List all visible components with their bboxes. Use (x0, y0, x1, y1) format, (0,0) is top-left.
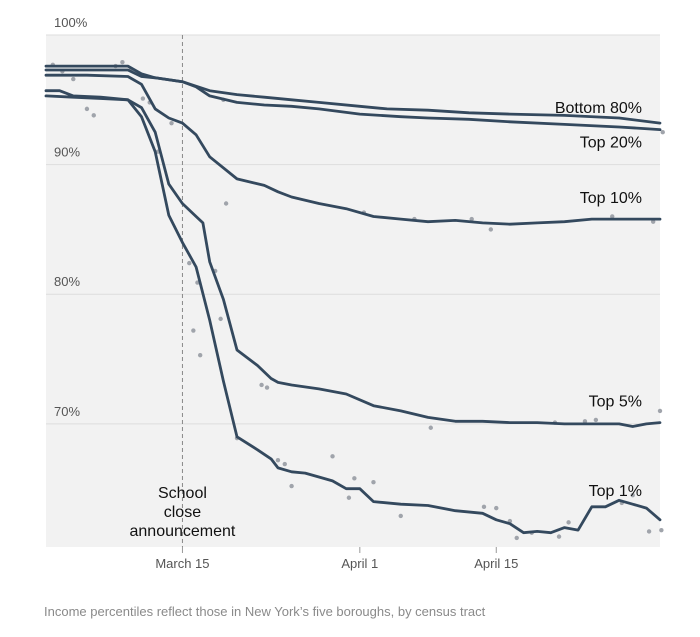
data-dot (514, 535, 519, 541)
data-dot (140, 96, 146, 101)
school-close-annotation: School close announcement (130, 485, 236, 540)
y-tick-label: 90% (54, 145, 80, 160)
data-dot (610, 214, 615, 219)
data-dot (330, 454, 335, 459)
series-line-top-10 (44, 73, 662, 226)
series-lines (44, 64, 662, 535)
x-tick-label: April 15 (474, 556, 518, 571)
annotation-text: School (158, 485, 207, 502)
series-label: Top 1% (589, 483, 642, 500)
data-dot (218, 316, 223, 322)
data-dot (264, 385, 270, 390)
x-tick-label: March 15 (155, 556, 209, 571)
series-label: Bottom 80% (555, 100, 642, 117)
data-dot (84, 106, 90, 112)
series-line-bottom-80 (44, 64, 662, 125)
annotation-text: announcement (130, 523, 236, 540)
data-dot (346, 495, 352, 500)
data-dot (660, 130, 665, 135)
data-dot (582, 419, 588, 424)
data-dot (352, 476, 357, 481)
series-labels: Bottom 80% Top 20% Top 10% Top 5% Top 1% (555, 100, 642, 500)
data-dot (371, 479, 376, 485)
data-dot (91, 113, 96, 118)
series-line-top-1 (44, 89, 662, 535)
data-dot (223, 201, 229, 206)
data-dot (259, 382, 264, 388)
y-tick-label: 80% (54, 274, 80, 289)
data-dot (71, 76, 76, 82)
data-dot (556, 534, 562, 539)
data-dot (120, 60, 125, 65)
series-line-top-20 (44, 68, 662, 132)
data-dot (428, 425, 433, 430)
footnote: Income percentiles reflect those in New … (44, 604, 486, 619)
data-dot (282, 461, 287, 467)
data-dot (289, 483, 294, 489)
data-dot (275, 457, 281, 463)
data-dot (659, 527, 664, 533)
data-dot (169, 120, 174, 126)
data-dot (646, 529, 652, 534)
series-label: Top 20% (580, 135, 642, 152)
series-label: Top 5% (589, 394, 642, 411)
data-dot (398, 513, 403, 519)
data-dot (191, 328, 196, 333)
data-dot (657, 408, 663, 414)
data-dot (469, 216, 474, 222)
series-line-top-5 (44, 94, 662, 428)
data-dot (197, 352, 203, 358)
data-dot (630, 492, 635, 498)
data-dot (187, 260, 192, 266)
data-dot (488, 227, 494, 232)
y-tick-label: 100% (54, 15, 88, 30)
annotation-text: close (164, 504, 201, 521)
data-dot (481, 504, 487, 510)
data-dot (494, 505, 499, 511)
x-tick-label: April 1 (341, 556, 378, 571)
data-dot (566, 520, 571, 525)
gridlines: 100% 90% 80% 70% (46, 15, 660, 425)
x-axis-ticks: March 15 April 1 April 15 (155, 547, 518, 571)
series-label: Top 10% (580, 190, 642, 207)
y-tick-label: 70% (54, 404, 80, 419)
data-dot (593, 417, 599, 423)
data-dot (650, 219, 656, 224)
